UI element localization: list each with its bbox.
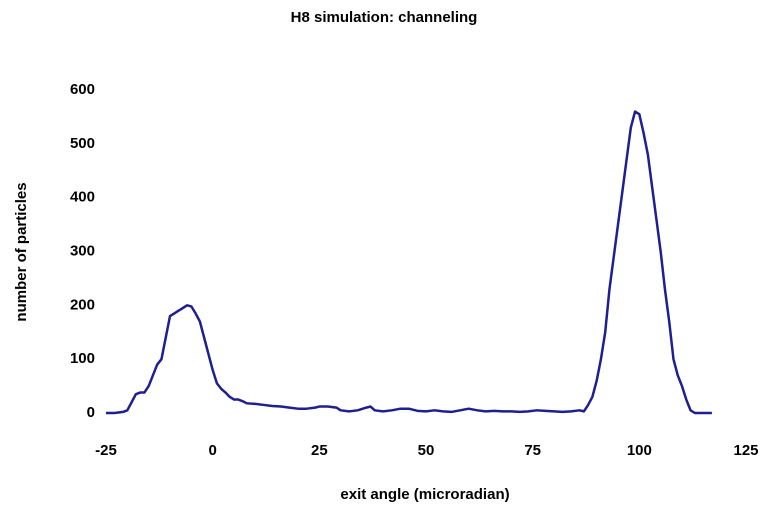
x-tick-label: 50 [418,442,435,459]
chart-title: H8 simulation: channeling [291,9,478,26]
x-tick-label: 125 [733,442,758,459]
y-tick-label: 300 [70,242,95,259]
data-line [106,110,712,415]
x-axis-label: exit angle (microradian) [340,486,509,503]
y-tick-label: 0 [87,404,95,421]
x-tick-label: -25 [95,442,117,459]
x-tick-label: 75 [524,442,541,459]
y-axis-label: number of particles [13,182,30,321]
y-tick-label: 200 [70,296,95,313]
y-tick-label: 600 [70,81,95,98]
y-tick-label: 500 [70,135,95,152]
y-tick-label: 100 [70,350,95,367]
y-tick-label: 400 [70,189,95,206]
x-tick-label: 0 [208,442,216,459]
x-tick-label: 100 [627,442,652,459]
x-tick-label: 25 [311,442,328,459]
